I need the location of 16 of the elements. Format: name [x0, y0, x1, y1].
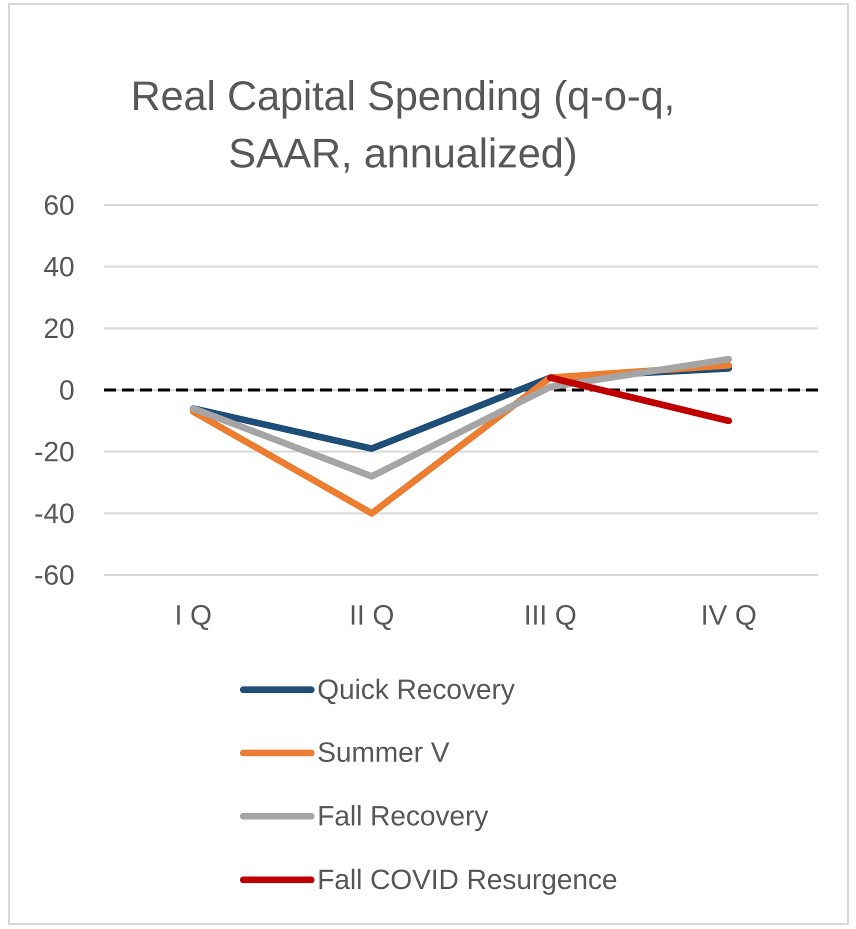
y-tick-label: 40 [44, 256, 74, 277]
legend-label: Quick Recovery [318, 678, 515, 705]
y-tick-label: 20 [44, 318, 74, 338]
legend-label: Summer V [318, 742, 450, 762]
y-tick-label: 0 [60, 380, 74, 400]
chart-title: Real Capital Spending (q-o-q, SAAR, annualized) [134, 80, 672, 176]
legend-label: Fall COVID Resurgence [320, 868, 616, 895]
x-tick-label: I Q [177, 605, 211, 630]
x-tick-label: II Q [352, 605, 393, 630]
x-tick-label: III Q [526, 605, 576, 630]
y-tick-label: -40 [35, 503, 74, 524]
y-tick-label: -60 [35, 565, 74, 585]
y-tick-label: 60 [44, 195, 74, 215]
legend-label: Fall Recovery [320, 805, 488, 832]
x-tick-label: IV Q [703, 605, 756, 630]
y-tick-label: -20 [35, 442, 74, 462]
